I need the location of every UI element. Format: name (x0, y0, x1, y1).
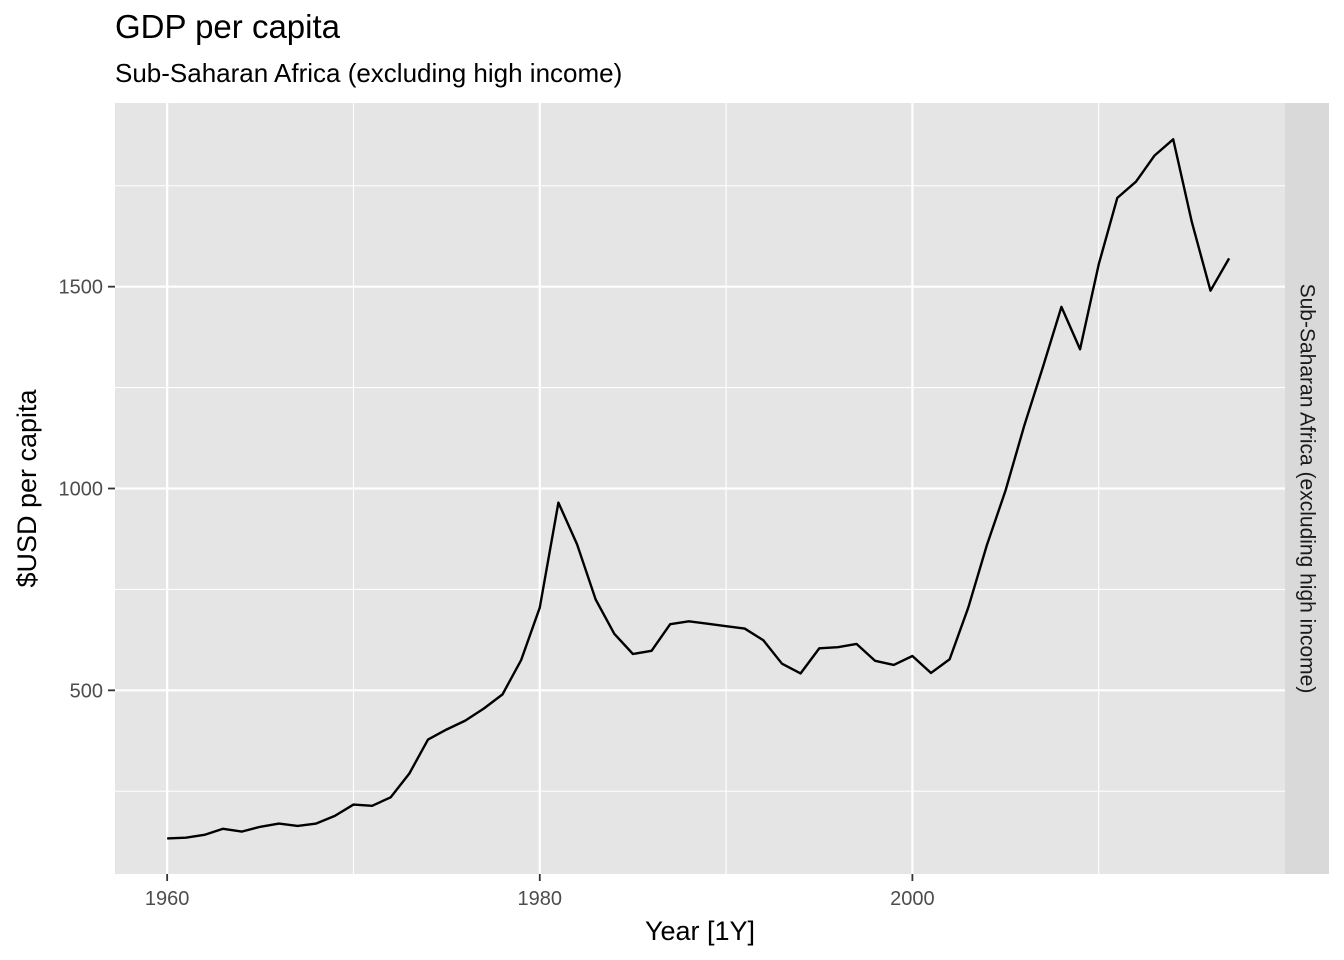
facet-strip (1285, 103, 1329, 874)
y-tick-label: 1500 (59, 277, 104, 299)
x-tick-label: 2000 (890, 888, 935, 910)
y-axis-title: $USD per capita (12, 388, 42, 587)
y-tick-label: 1000 (59, 479, 104, 501)
facet-strip-label: Sub-Saharan Africa (excluding high incom… (1296, 284, 1319, 694)
minor-gridlines (115, 103, 1285, 874)
y-axis: 500 1000 1500 (59, 277, 115, 702)
x-axis: 1960 1980 2000 (145, 874, 935, 910)
chart-title: GDP per capita (115, 8, 341, 45)
x-tick-label: 1960 (145, 888, 190, 910)
x-tick-label: 1980 (518, 888, 563, 910)
major-gridlines (115, 103, 1285, 874)
series-line (167, 138, 1231, 840)
y-tick-label: 500 (70, 680, 103, 702)
x-axis-title: Year [1Y] (645, 916, 755, 946)
chart-subtitle: Sub-Saharan Africa (excluding high incom… (115, 58, 623, 88)
